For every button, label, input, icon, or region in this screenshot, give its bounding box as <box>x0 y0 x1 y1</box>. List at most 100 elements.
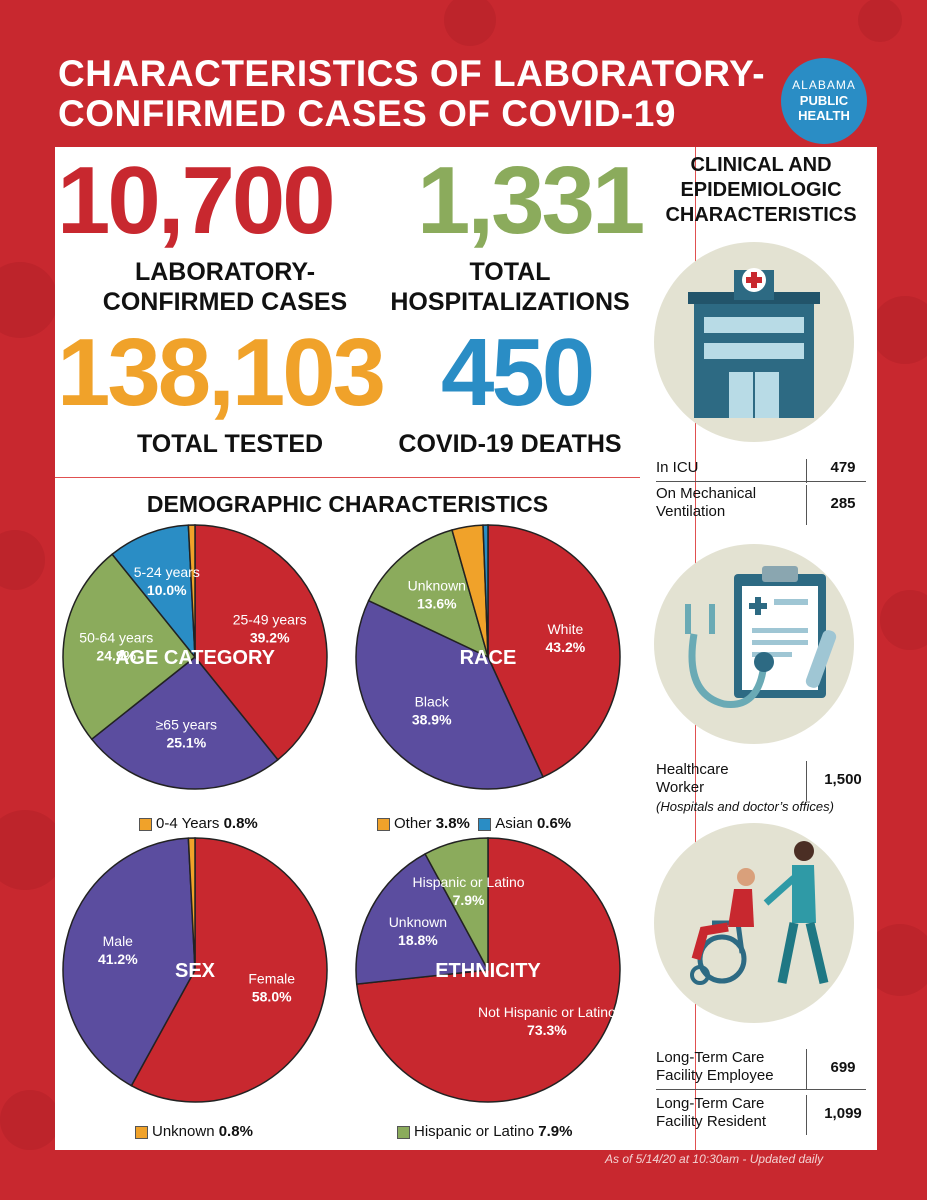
page-title: CHARACTERISTICS OF LABORATORY- CONFIRMED… <box>58 54 778 134</box>
ventilation-label: On Mechanical Ventilation <box>656 485 804 521</box>
slice-value-white: 43.2% <box>546 639 586 655</box>
logo-text-1: ALABAMA <box>792 78 856 92</box>
clinical-title-1: CLINICAL AND <box>690 154 832 176</box>
legend-swatch <box>139 817 152 831</box>
ltc-employee-value: 699 <box>830 1059 856 1076</box>
pie-slice-male <box>62 837 196 1087</box>
pie-slice-white <box>487 524 621 778</box>
legend-label: 0-4 Years <box>156 815 220 832</box>
tested-value: 138,103 <box>57 319 386 426</box>
cases-value: 10,700 <box>57 147 336 254</box>
content-panel: 10,700 LABORATORY- CONFIRMED CASES 1,331… <box>55 147 877 1150</box>
alabama-public-health-logo: ALABAMA PUBLIC HEALTH <box>781 58 867 144</box>
slice-value-unknown: 13.6% <box>417 596 457 612</box>
row-separator <box>806 485 807 525</box>
pie-title-sex: SEX <box>175 960 216 982</box>
ventilation-label-1: On Mechanical <box>656 485 757 502</box>
ltc-employee-label-1: Long-Term Care <box>656 1049 765 1066</box>
slice-value-unknown: 18.8% <box>398 932 438 948</box>
pie-title-age-category: AGE CATEGORY <box>115 647 276 669</box>
ltc-resident-value: 1,099 <box>824 1105 862 1122</box>
slice-label-25-49-years: 25-49 years <box>233 612 307 628</box>
cases-label-1: LABORATORY- <box>134 258 316 286</box>
row-divider <box>656 1089 866 1090</box>
pie-slice-5-24-years <box>111 524 196 660</box>
slice-label-hispanic-or-latino: Hispanic or Latino <box>413 874 525 890</box>
sex-legend: Unknown 0.8% <box>135 1123 253 1140</box>
pie-slice-unknown <box>355 852 490 985</box>
age-legend: 0-4 Years 0.8% <box>139 815 258 832</box>
slice-label-50-64-years: 50-64 years <box>79 629 153 645</box>
healthcare-value: 1,500 <box>824 771 862 788</box>
legend-value: 0.6% <box>536 815 572 832</box>
cases-label-2: CONFIRMED CASES <box>102 288 348 316</box>
ltc-employee-row: Long-Term Care Facility Employee 699 <box>656 1049 866 1089</box>
row-separator <box>806 459 807 483</box>
pie-slice-hispanic-or-latino <box>424 837 489 971</box>
slice-label-5-24-years: 5-24 years <box>134 564 200 580</box>
healthcare-label: Healthcare Worker <box>656 761 804 797</box>
ventilation-value: 285 <box>830 495 856 512</box>
pie-title-ethnicity: ETHNICITY <box>435 960 541 982</box>
pie-slice-25-49-years <box>194 524 328 761</box>
row-separator <box>806 761 807 801</box>
legend-swatch <box>478 817 492 831</box>
slice-label-black: Black <box>415 694 450 710</box>
pie-slice-50-64-years <box>62 553 197 741</box>
healthcare-note: (Hospitals and doctor’s offices) <box>656 799 834 814</box>
slice-value-25-49-years: 39.2% <box>250 630 290 646</box>
legend-value: 0.8% <box>218 1123 253 1140</box>
hospitalizations-value: 1,331 <box>417 147 645 254</box>
tested-label: TOTAL TESTED <box>136 430 324 458</box>
race-pie: White 43.2% Black 38.9% Unknown 13.6% RACE <box>355 524 621 790</box>
slice-value-hispanic-or-latino: 7.9% <box>453 892 485 908</box>
ventilation-label-2: Ventilation <box>656 503 726 520</box>
ltc-resident-label-2: Facility Resident <box>656 1113 767 1130</box>
hosp-label-2: HOSPITALIZATIONS <box>390 288 630 316</box>
logo-text-3: HEALTH <box>798 108 850 123</box>
legend-label: Unknown <box>152 1123 215 1140</box>
sex-pie: Female 58.0% Male 41.2% SEX <box>62 837 328 1103</box>
race-legend: Other 3.8% Asian 0.6% <box>377 815 571 832</box>
ltc-resident-label-1: Long-Term Care <box>656 1095 765 1112</box>
icu-label: In ICU <box>656 459 699 476</box>
slice-label-female: Female <box>248 971 295 987</box>
caregiver-wheelchair-icon <box>654 823 854 1023</box>
pie-slice-female <box>130 837 328 1103</box>
slice-label-unknown: Unknown <box>389 914 447 930</box>
pie-slice-asian <box>482 524 489 658</box>
slice-label-not-hispanic-or-latino: Not Hispanic or Latino <box>478 1004 616 1020</box>
legend-value: 3.8% <box>435 815 470 832</box>
deaths-value: 450 <box>441 319 595 426</box>
legend-swatch <box>135 1125 148 1139</box>
ltc-resident-row: Long-Term Care Facility Resident 1,099 <box>656 1095 866 1135</box>
title-line-2: CONFIRMED CASES OF COVID-19 <box>58 93 676 134</box>
slice-value-not-hispanic-or-latino: 73.3% <box>527 1022 567 1038</box>
clinical-title-2: EPIDEMIOLOGIC <box>680 179 842 201</box>
deaths-label: COVID-19 DEATHS <box>398 430 622 458</box>
age-category-pie: 25-49 years 39.2% ≥65 years 25.1% 50-64 year… <box>62 524 328 790</box>
hosp-label-1: TOTAL <box>469 258 551 286</box>
legend-label: Other <box>394 815 432 832</box>
ethnicity-legend: Hispanic or Latino 7.9% <box>397 1123 572 1140</box>
pie-slice-unknown <box>367 529 490 659</box>
title-line-1: CHARACTERISTICS OF LABORATORY- <box>58 53 766 94</box>
legend-swatch <box>377 817 390 831</box>
hospitalizations-label: TOTAL HOSPITALIZATIONS <box>375 257 645 317</box>
icu-row: In ICU 479 <box>656 459 866 483</box>
slice-value-female: 58.0% <box>252 989 292 1005</box>
ltc-employee-label-2: Facility Employee <box>656 1067 774 1084</box>
ventilation-row: On Mechanical Ventilation 285 <box>656 485 866 525</box>
ethnicity-pie: Not Hispanic or Latino 73.3% Unknown 18.8% H… <box>355 837 621 1103</box>
logo-text-2: PUBLIC <box>799 93 849 108</box>
legend-label: Asian <box>495 815 533 832</box>
healthcare-label-1: Healthcare <box>656 761 729 778</box>
row-separator <box>806 1049 807 1089</box>
healthcare-label-2: Worker <box>656 779 705 796</box>
pie-slice-unknown <box>187 837 196 971</box>
clipboard-stethoscope-icon <box>654 544 854 744</box>
demographics-title: DEMOGRAPHIC CHARACTERISTICS <box>146 491 549 517</box>
legend-swatch <box>397 1125 410 1139</box>
legend-value: 7.9% <box>538 1123 573 1140</box>
